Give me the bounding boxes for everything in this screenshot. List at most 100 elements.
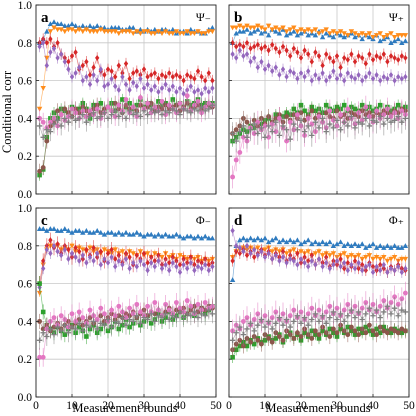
data-point bbox=[84, 259, 89, 266]
data-point bbox=[98, 229, 104, 235]
data-point bbox=[145, 267, 150, 274]
data-point bbox=[273, 25, 279, 31]
data-point bbox=[137, 113, 144, 120]
series-8 bbox=[229, 105, 409, 153]
data-point bbox=[255, 235, 261, 241]
data-point bbox=[280, 254, 286, 261]
data-point bbox=[162, 311, 169, 317]
data-point bbox=[395, 36, 401, 42]
data-point bbox=[134, 301, 140, 307]
data-point bbox=[237, 149, 243, 155]
data-point bbox=[402, 256, 409, 262]
data-point bbox=[334, 75, 340, 82]
data-point bbox=[374, 263, 379, 270]
series-2 bbox=[229, 23, 409, 40]
data-point bbox=[84, 334, 89, 339]
data-point bbox=[341, 251, 347, 257]
y-tick-label: 1.0 bbox=[18, 0, 33, 12]
y-tick-label: 0.8 bbox=[18, 38, 33, 50]
data-point bbox=[295, 75, 300, 82]
data-point bbox=[298, 54, 304, 61]
data-point bbox=[55, 39, 60, 46]
data-point bbox=[402, 309, 409, 315]
data-point bbox=[188, 254, 193, 261]
data-point bbox=[127, 75, 132, 82]
data-point bbox=[134, 110, 140, 116]
x-tick-label: 40 bbox=[174, 400, 186, 412]
data-point bbox=[206, 88, 211, 95]
data-point bbox=[233, 330, 239, 336]
data-point bbox=[102, 71, 107, 78]
data-point bbox=[72, 117, 79, 123]
x-tick-label: 10 bbox=[259, 400, 271, 412]
data-point bbox=[159, 314, 165, 321]
data-point bbox=[174, 71, 179, 78]
data-point bbox=[276, 115, 282, 121]
data-point bbox=[120, 73, 125, 80]
data-point bbox=[312, 239, 319, 245]
data-point bbox=[152, 300, 158, 305]
data-point bbox=[373, 244, 380, 250]
data-point bbox=[98, 27, 104, 33]
data-point bbox=[101, 29, 108, 35]
data-point bbox=[277, 49, 282, 56]
data-point bbox=[134, 29, 140, 35]
data-point bbox=[138, 257, 143, 264]
data-point bbox=[126, 29, 133, 35]
data-point bbox=[72, 326, 79, 332]
data-point bbox=[62, 58, 67, 65]
data-point bbox=[370, 75, 376, 82]
data-point bbox=[149, 254, 154, 261]
data-point bbox=[95, 77, 100, 84]
data-point bbox=[113, 263, 118, 270]
data-point bbox=[323, 30, 329, 36]
data-point bbox=[373, 119, 380, 125]
data-point bbox=[327, 121, 333, 127]
data-point bbox=[403, 265, 408, 272]
data-point bbox=[36, 226, 43, 231]
data-point bbox=[276, 239, 283, 245]
plot-frame bbox=[228, 4, 410, 195]
data-point bbox=[69, 229, 75, 235]
series-1 bbox=[36, 226, 216, 241]
data-point bbox=[48, 36, 53, 42]
data-point bbox=[291, 121, 297, 127]
data-point bbox=[298, 320, 304, 326]
data-point bbox=[323, 241, 329, 247]
data-point bbox=[120, 97, 125, 102]
data-point bbox=[58, 27, 64, 33]
data-point bbox=[105, 316, 111, 323]
data-point bbox=[373, 307, 380, 313]
x-tick-label: 20 bbox=[295, 400, 307, 412]
data-point bbox=[327, 108, 333, 114]
data-point bbox=[370, 34, 376, 40]
data-point bbox=[363, 263, 368, 270]
data-point bbox=[80, 77, 85, 84]
data-point bbox=[112, 108, 118, 114]
data-point bbox=[381, 328, 387, 334]
data-point bbox=[309, 58, 314, 65]
data-point bbox=[385, 269, 390, 276]
data-point bbox=[305, 32, 311, 38]
data-point bbox=[47, 326, 54, 332]
data-point bbox=[163, 81, 168, 88]
data-point bbox=[251, 25, 257, 31]
data-point bbox=[291, 335, 297, 341]
data-point bbox=[327, 265, 332, 272]
data-point bbox=[152, 83, 157, 90]
data-point bbox=[240, 134, 246, 140]
data-point bbox=[301, 128, 308, 135]
data-point bbox=[130, 31, 136, 37]
data-point bbox=[280, 66, 286, 73]
data-point bbox=[262, 27, 268, 33]
data-point bbox=[337, 127, 344, 133]
data-point bbox=[90, 29, 97, 35]
data-point bbox=[180, 314, 187, 321]
data-point bbox=[309, 29, 315, 35]
data-point bbox=[69, 21, 75, 27]
data-point bbox=[388, 53, 394, 59]
panel-title: Ψ₋ bbox=[196, 10, 211, 24]
data-point bbox=[255, 337, 261, 343]
data-point bbox=[54, 324, 61, 330]
data-point bbox=[127, 254, 132, 261]
